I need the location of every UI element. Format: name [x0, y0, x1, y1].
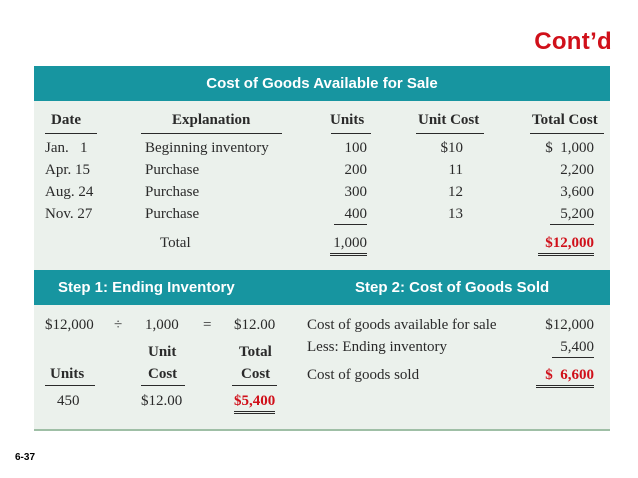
row-explanation: Purchase: [145, 184, 200, 200]
step1-header-unit-2: Cost: [148, 366, 178, 382]
header-total-cost: Total Cost: [532, 112, 598, 128]
row-explanation: Beginning inventory: [145, 140, 269, 156]
cogs-value-sold: $ 6,600: [536, 366, 594, 388]
step1-header-total-2: Cost: [241, 366, 271, 382]
cogs-value-available: $12,000: [545, 317, 594, 333]
row-date: Aug. 24: [45, 184, 94, 200]
total-cost-value: $12,000: [538, 234, 594, 256]
row-unit-cost: $10: [440, 140, 464, 156]
row-total-cost: 2,200: [560, 162, 594, 178]
step1-title: Step 1: Ending Inventory: [58, 279, 235, 296]
row-units: 300: [344, 184, 368, 200]
header-units: Units: [330, 112, 365, 128]
header-date: Date: [51, 112, 81, 128]
equals-sign: =: [203, 317, 212, 333]
cogs-value-ending: 5,400: [552, 338, 594, 358]
cogs-available-title: Cost of Goods Available for Sale: [34, 66, 610, 101]
cogs-line-ending: Less: Ending inventory: [307, 339, 447, 355]
row-total-cost: 3,600: [560, 184, 594, 200]
row-unit-cost: 11: [448, 162, 463, 178]
ending-inventory-value: $5,400: [234, 392, 276, 414]
step1-total-units: 1,000: [145, 317, 179, 333]
step2-title: Step 2: Cost of Goods Sold: [355, 279, 550, 296]
row-units: 400: [334, 205, 367, 225]
total-units: 1,000: [330, 234, 367, 256]
row-date: Nov. 27: [45, 206, 93, 222]
header-rule-explanation: [141, 133, 282, 134]
total-label: Total: [160, 235, 191, 251]
row-total-cost: 5,200: [550, 205, 594, 225]
row-explanation: Purchase: [145, 206, 200, 222]
cogs-line-sold: Cost of goods sold: [307, 367, 420, 383]
header-rule-unit-cost: [416, 133, 484, 134]
header-unit-cost: Unit Cost: [418, 112, 480, 128]
bottom-divider: [34, 429, 610, 431]
divide-sign: ÷: [114, 317, 123, 333]
steps-header-bar: Step 1: Ending Inventory Step 2: Cost of…: [34, 270, 610, 305]
continued-label: Cont’d: [534, 28, 612, 55]
content-panel: [34, 66, 610, 430]
row-unit-cost: 13: [448, 206, 463, 222]
step1-header-total-1: Total: [239, 344, 272, 360]
step1-available-cost: $12,000: [45, 317, 94, 333]
step1-rule-total-cost: [232, 385, 277, 386]
header-rule-total-cost: [530, 133, 604, 134]
row-units: 100: [344, 140, 368, 156]
row-total-cost: $ 1,000: [545, 140, 594, 156]
step1-header-unit-1: Unit: [148, 344, 177, 360]
ending-units: 450: [57, 393, 80, 409]
step1-rule-unit-cost: [141, 385, 185, 386]
step1-average-cost: $12.00: [234, 317, 276, 333]
cogs-line-available: Cost of goods available for sale: [307, 317, 497, 333]
step1-header-units: Units: [50, 366, 85, 382]
step1-rule-units: [45, 385, 95, 386]
header-explanation: Explanation: [172, 112, 251, 128]
header-rule-units: [331, 133, 371, 134]
row-date: Jan. 1: [45, 140, 88, 156]
row-date: Apr. 15: [45, 162, 90, 178]
ending-unit-cost: $12.00: [141, 393, 183, 409]
slide-number: 6-37: [15, 452, 36, 463]
row-unit-cost: 12: [448, 184, 463, 200]
row-explanation: Purchase: [145, 162, 200, 178]
row-units: 200: [344, 162, 368, 178]
header-rule-date: [45, 133, 97, 134]
